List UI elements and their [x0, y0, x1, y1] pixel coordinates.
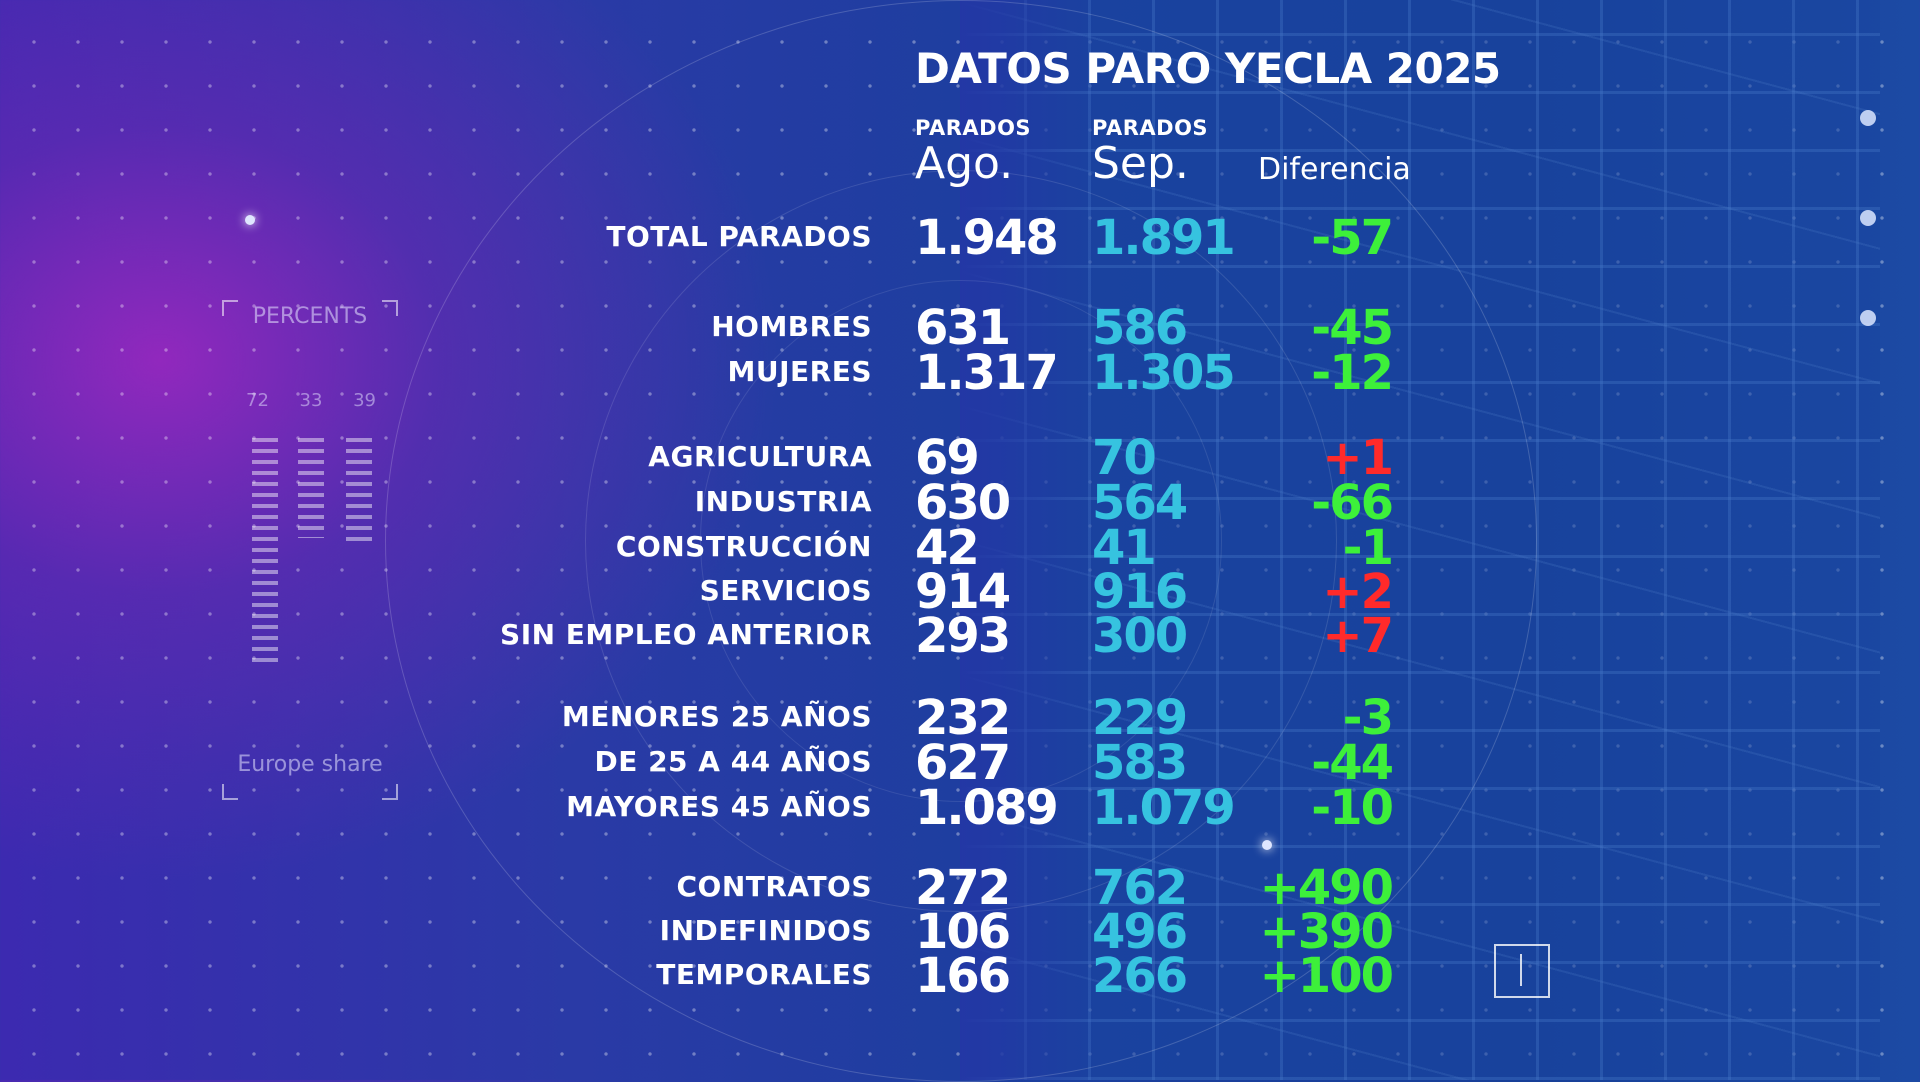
- square-icon: [1494, 944, 1550, 998]
- value-ago: 232: [915, 690, 1011, 746]
- row-label: DE 25 A 44 AÑOS: [594, 745, 872, 778]
- decor-ring-middle: [585, 170, 1337, 912]
- value-sep: 300: [1092, 608, 1188, 664]
- table-row: MAYORES 45 AÑOS 1.089 1.079 -10: [0, 780, 1920, 836]
- value-diff: -3: [1342, 690, 1394, 746]
- value-ago: 1.317: [915, 345, 1059, 401]
- widget-value: 72: [246, 390, 269, 411]
- row-label: CONTRATOS: [676, 870, 872, 903]
- value-sep: 1.305: [1092, 345, 1236, 401]
- value-sep: 564: [1092, 475, 1188, 531]
- page-title: DATOS PARO YECLA 2025: [915, 44, 1501, 93]
- widget-bar: [346, 438, 372, 548]
- value-sep: 1.079: [1092, 780, 1236, 836]
- widget-value: 33: [299, 390, 323, 411]
- value-ago: 631: [915, 300, 1011, 356]
- widget-values: 72 33 39: [246, 390, 376, 411]
- value-sep: 70: [1092, 430, 1157, 486]
- table-row: HOMBRES 631 586 -45: [0, 300, 1920, 356]
- widget-bar: [252, 438, 278, 668]
- value-diff: +7: [1322, 608, 1394, 664]
- row-label: HOMBRES: [711, 310, 872, 343]
- value-sep: 41: [1092, 520, 1157, 576]
- row-label: MAYORES 45 AÑOS: [566, 790, 872, 823]
- value-diff: +490: [1259, 860, 1394, 916]
- row-label: INDEFINIDOS: [659, 914, 872, 947]
- widget-title: PERCENTS: [252, 304, 368, 329]
- table-row: MUJERES 1.317 1.305 -12: [0, 345, 1920, 401]
- col-ago-subheader: PARADOS: [915, 116, 1032, 140]
- widget-footer: Europe share: [237, 752, 383, 777]
- value-ago: 42: [915, 520, 980, 576]
- row-label: MUJERES: [727, 355, 872, 388]
- corner-bracket: [382, 784, 398, 800]
- side-dot-icon: [1860, 310, 1876, 326]
- value-diff: -57: [1311, 210, 1394, 266]
- corner-bracket: [222, 784, 238, 800]
- value-ago: 69: [915, 430, 980, 486]
- table-row: TEMPORALES 166 266 +100: [0, 948, 1920, 1004]
- row-label: AGRICULTURA: [648, 440, 872, 473]
- value-sep: 496: [1092, 904, 1188, 960]
- table-row: DE 25 A 44 AÑOS 627 583 -44: [0, 735, 1920, 791]
- value-diff: -10: [1311, 780, 1394, 836]
- sparkle-icon: [245, 215, 255, 225]
- table-row: INDEFINIDOS 106 496 +390: [0, 904, 1920, 960]
- percents-widget: PERCENTS 72 33 39 Europe share: [222, 300, 398, 800]
- side-dot-icon: [1860, 210, 1876, 226]
- widget-bar: [298, 438, 324, 538]
- value-diff: +390: [1259, 904, 1394, 960]
- table-row: CONTRATOS 272 762 +490: [0, 860, 1920, 916]
- value-diff: -44: [1311, 735, 1394, 791]
- row-label: SIN EMPLEO ANTERIOR: [500, 618, 872, 651]
- value-ago: 630: [915, 475, 1011, 531]
- value-sep: 266: [1092, 948, 1188, 1004]
- row-label: INDUSTRIA: [694, 485, 872, 518]
- row-label: MENORES 25 AÑOS: [561, 700, 872, 733]
- value-sep: 586: [1092, 300, 1188, 356]
- row-label: CONSTRUCCIÓN: [615, 530, 872, 563]
- corner-bracket: [222, 300, 238, 316]
- table-row: MENORES 25 AÑOS 232 229 -3: [0, 690, 1920, 746]
- value-sep: 916: [1092, 564, 1188, 620]
- value-diff: -12: [1311, 345, 1394, 401]
- row-label: TOTAL PARADOS: [606, 220, 872, 253]
- value-ago: 914: [915, 564, 1011, 620]
- table-row: SIN EMPLEO ANTERIOR 293 300 +7: [0, 608, 1920, 664]
- value-ago: 106: [915, 904, 1011, 960]
- row-label: TEMPORALES: [656, 958, 872, 991]
- decor-ring-inner: [700, 280, 1222, 802]
- value-ago: 627: [915, 735, 1011, 791]
- col-ago-header: Ago.: [915, 138, 1014, 189]
- table-row: TOTAL PARADOS 1.948 1.891 -57: [0, 210, 1920, 266]
- value-diff: -66: [1311, 475, 1394, 531]
- col-sep-header: Sep.: [1092, 138, 1189, 189]
- value-sep: 229: [1092, 690, 1188, 746]
- value-ago: 293: [915, 608, 1011, 664]
- value-sep: 762: [1092, 860, 1188, 916]
- value-diff: -45: [1311, 300, 1394, 356]
- side-dot-icon: [1860, 110, 1876, 126]
- sparkle-icon: [1262, 840, 1272, 850]
- table-row: AGRICULTURA 69 70 +1: [0, 430, 1920, 486]
- table-row: CONSTRUCCIÓN 42 41 -1: [0, 520, 1920, 576]
- value-ago: 1.089: [915, 780, 1059, 836]
- value-diff: +1: [1322, 430, 1394, 486]
- value-ago: 166: [915, 948, 1011, 1004]
- row-label: SERVICIOS: [699, 574, 872, 607]
- value-diff: +100: [1259, 948, 1394, 1004]
- table-row: SERVICIOS 914 916 +2: [0, 564, 1920, 620]
- value-diff: -1: [1342, 520, 1394, 576]
- table-row: INDUSTRIA 630 564 -66: [0, 475, 1920, 531]
- value-ago: 1.948: [915, 210, 1059, 266]
- col-diff-header: Diferencia: [1258, 152, 1411, 187]
- value-sep: 1.891: [1092, 210, 1236, 266]
- widget-value: 39: [353, 390, 376, 411]
- corner-bracket: [382, 300, 398, 316]
- value-ago: 272: [915, 860, 1011, 916]
- value-sep: 583: [1092, 735, 1188, 791]
- value-diff: +2: [1322, 564, 1394, 620]
- col-sep-subheader: PARADOS: [1092, 116, 1209, 140]
